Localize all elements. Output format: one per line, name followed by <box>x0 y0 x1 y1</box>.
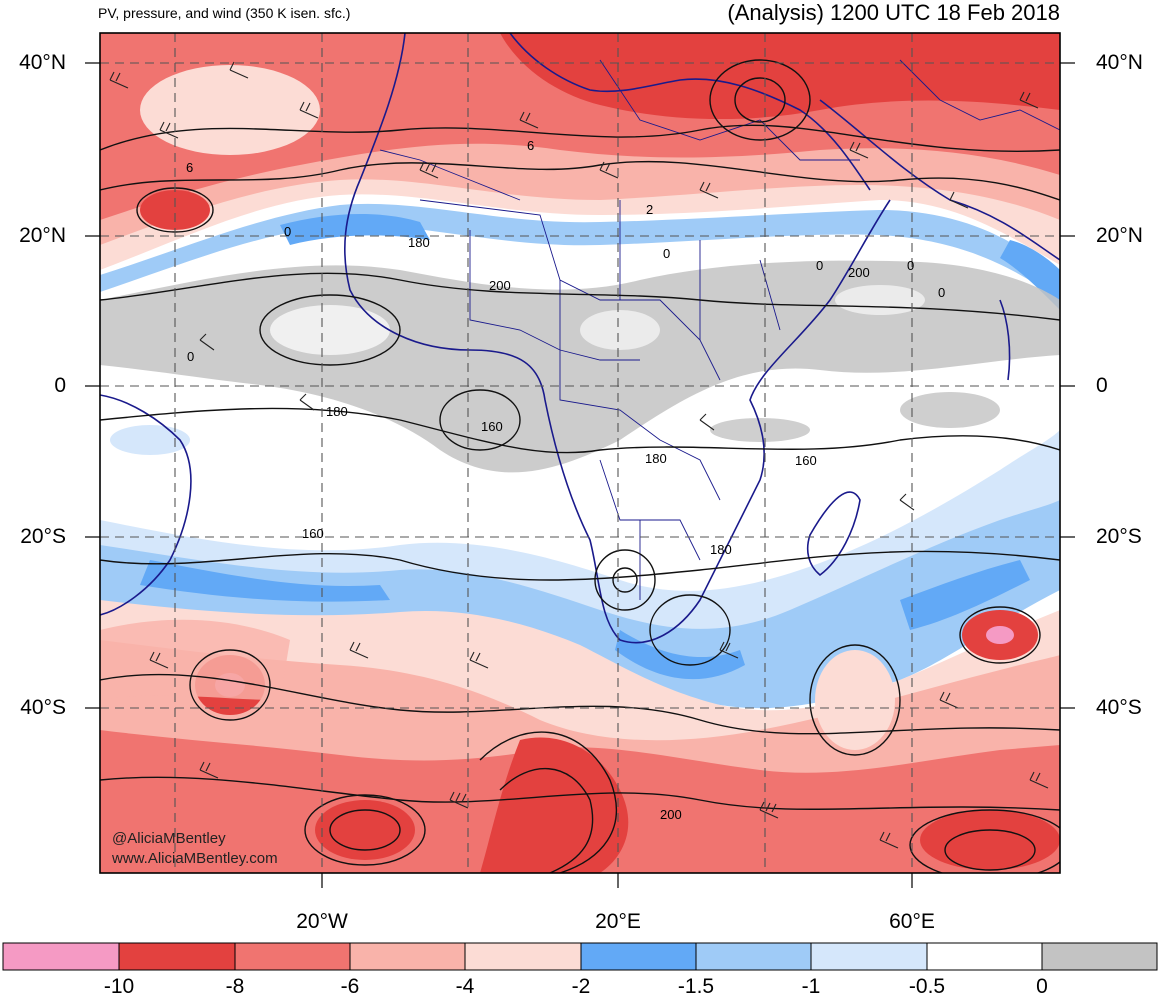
pressure-contours <box>100 59 1060 873</box>
contour-label: 0 <box>907 258 914 273</box>
contour-label: 180 <box>710 542 732 557</box>
colorbar-label: -4 <box>455 975 475 998</box>
credit-handle: @AliciaMBentley <box>112 830 226 847</box>
lat-label-left: 20°N <box>19 224 66 247</box>
colorbar-label: -1.5 <box>677 975 715 998</box>
colorbar-label: -2 <box>571 975 591 998</box>
map-frame <box>99 32 1061 874</box>
tick-marks <box>85 62 1075 888</box>
graticule <box>100 33 1060 873</box>
contour-label: 160 <box>481 419 503 434</box>
contour-label: 180 <box>326 404 348 419</box>
contour-label: 180 <box>408 235 430 250</box>
lat-label-left: 20°S <box>20 525 66 548</box>
lat-label-right: 20°N <box>1096 224 1143 247</box>
lat-label-right: 40°N <box>1096 51 1143 74</box>
lon-label: 60°E <box>889 910 935 933</box>
country-borders <box>379 59 1060 600</box>
contour-label: 160 <box>302 526 324 541</box>
colorbar-label: -10 <box>103 975 135 998</box>
colorbar-label: -1 <box>801 975 821 998</box>
credit-website: www.AliciaMBentley.com <box>112 850 278 867</box>
contour-labels: 6 6 0 180 200 2 0 0 0 200 0 0 180 160 18… <box>186 138 945 822</box>
contour-label: 6 <box>186 160 193 175</box>
lat-label-left: 40°N <box>19 51 66 74</box>
colorbar-label: -0.5 <box>908 975 946 998</box>
contour-label: 200 <box>660 807 682 822</box>
colorbar-label: -8 <box>225 975 245 998</box>
pv-south-core <box>480 737 629 873</box>
lat-label-right: 0 <box>1096 374 1108 397</box>
pv-north-blue <box>100 203 1060 300</box>
pv-north-core <box>500 33 1060 120</box>
contour-label: 160 <box>795 453 817 468</box>
contour-label: 0 <box>816 258 823 273</box>
map-subtitle: PV, pressure, and wind (350 K isen. sfc.… <box>98 5 351 21</box>
wind-barbs <box>109 61 1049 849</box>
lat-label-right: 40°S <box>1096 696 1142 719</box>
lat-label-left: 40°S <box>20 696 66 719</box>
colorbar-label: 0 <box>1036 975 1048 998</box>
contour-label: 0 <box>663 246 670 261</box>
contour-label: 200 <box>489 278 511 293</box>
contour-label: 200 <box>848 265 870 280</box>
contour-label: 0 <box>938 285 945 300</box>
lat-label-right: 20°S <box>1096 525 1142 548</box>
contour-label: 0 <box>284 224 291 239</box>
colorbar <box>2 942 1158 971</box>
lat-label-left: 0 <box>54 374 66 397</box>
contour-label: 2 <box>646 202 653 217</box>
map-title: (Analysis) 1200 UTC 18 Feb 2018 <box>727 0 1060 25</box>
contour-label: 180 <box>645 451 667 466</box>
colorbar-label: -6 <box>340 975 360 998</box>
contour-label: 0 <box>187 349 194 364</box>
lon-label: 20°W <box>296 910 348 933</box>
lon-label: 20°E <box>595 910 641 933</box>
contour-label: 6 <box>527 138 534 153</box>
